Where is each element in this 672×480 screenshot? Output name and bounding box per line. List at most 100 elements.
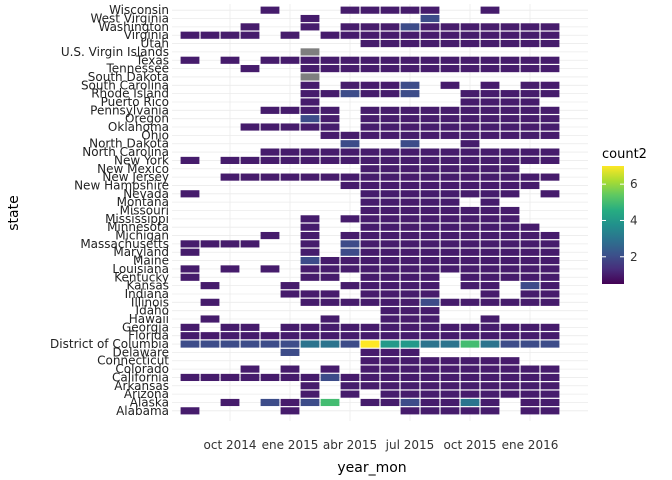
heatmap-cell (320, 90, 340, 98)
heatmap-cell (420, 231, 440, 240)
heatmap-cell (480, 90, 500, 98)
heatmap-cell (540, 81, 560, 89)
heatmap-cell (400, 131, 420, 139)
heatmap-cell (280, 340, 300, 348)
heatmap-cell (320, 265, 340, 273)
heatmap-cell (220, 398, 240, 407)
heatmap-cell (400, 257, 420, 265)
heatmap-cell (380, 365, 400, 373)
heatmap-cell (400, 206, 420, 215)
y-tick-label: Minnesota (107, 220, 169, 234)
heatmap-cell (540, 265, 560, 273)
heatmap-cell (360, 382, 380, 390)
heatmap-cell (440, 39, 460, 48)
heatmap-cell (300, 48, 320, 56)
y-axis-title: state (6, 195, 22, 230)
heatmap-cell (400, 298, 420, 306)
heatmap-cell (360, 31, 380, 39)
heatmap-cell (380, 315, 400, 323)
heatmap-cell (400, 240, 420, 248)
heatmap-cell (480, 65, 500, 73)
heatmap-cell (440, 173, 460, 181)
heatmap-cell (380, 290, 400, 298)
heatmap-cell (240, 365, 260, 373)
heatmap-cell (380, 298, 400, 306)
heatmap-cell (420, 248, 440, 256)
heatmap-cell (340, 298, 360, 306)
heatmap-cell (420, 223, 440, 231)
heatmap-cell (380, 332, 400, 340)
heatmap-cell (380, 131, 400, 139)
heatmap-cell (460, 398, 480, 407)
y-tick-label: Kentucky (114, 270, 169, 284)
heatmap-cell (240, 156, 260, 164)
heatmap-cell (240, 240, 260, 248)
heatmap-cell (380, 81, 400, 89)
heatmap-cell (300, 115, 320, 123)
heatmap-cell (380, 248, 400, 256)
heatmap-cell (500, 231, 520, 240)
heatmap-cell (400, 265, 420, 273)
heatmap-cell (540, 373, 560, 382)
y-tick-label: Alabama (116, 404, 169, 418)
heatmap-cell (540, 106, 560, 114)
heatmap-cell (240, 23, 260, 31)
heatmap-cell (260, 265, 280, 273)
heatmap-cell (180, 340, 200, 348)
heatmap-cell (400, 357, 420, 365)
heatmap-cell (280, 332, 300, 340)
heatmap-cell (280, 290, 300, 298)
heatmap-cell (320, 373, 340, 382)
heatmap-cell (220, 173, 240, 181)
heatmap-cell (440, 115, 460, 123)
heatmap-cell (520, 332, 540, 340)
heatmap-cell (520, 39, 540, 48)
heatmap-cell (300, 14, 320, 23)
heatmap-cell (360, 298, 380, 306)
heatmap-cell (380, 173, 400, 181)
heatmap-cell (460, 165, 480, 173)
heatmap-cell (420, 156, 440, 164)
heatmap-cell (460, 231, 480, 240)
heatmap-cell (520, 382, 540, 390)
heatmap-cell (380, 390, 400, 398)
heatmap-cell (380, 348, 400, 356)
heatmap-cell (260, 332, 280, 340)
heatmap-cell (500, 165, 520, 173)
heatmap-cell (280, 348, 300, 356)
heatmap-cell (360, 240, 380, 248)
heatmap-cell (480, 156, 500, 164)
y-tick-label: Indiana (125, 287, 169, 301)
heatmap-cell (440, 65, 460, 73)
heatmap-cell (400, 382, 420, 390)
heatmap-cell (180, 31, 200, 39)
heatmap-cell (180, 265, 200, 273)
y-tick-label: Alaska (130, 395, 169, 409)
heatmap-cell (260, 340, 280, 348)
heatmap-cell (420, 390, 440, 398)
heatmap-cell (380, 6, 400, 14)
heatmap-cell (380, 323, 400, 331)
heatmap-cell (360, 173, 380, 181)
heatmap-cell (520, 248, 540, 256)
heatmap-cell (540, 131, 560, 139)
heatmap-cell (220, 240, 240, 248)
heatmap-cell (520, 257, 540, 265)
heatmap-cell (360, 81, 380, 89)
heatmap-cell (440, 265, 460, 273)
y-tick-label: Rhode Island (91, 87, 169, 101)
heatmap-cell (440, 390, 460, 398)
y-tick-label: Louisiana (112, 262, 169, 276)
heatmap-cell (500, 365, 520, 373)
heatmap-cell (540, 382, 560, 390)
heatmap-cell (360, 373, 380, 382)
heatmap-cell (400, 6, 420, 14)
heatmap-cell (360, 273, 380, 281)
heatmap-cell (500, 115, 520, 123)
heatmap-cell (300, 98, 320, 106)
heatmap-cell (380, 223, 400, 231)
heatmap-cell (340, 390, 360, 398)
heatmap-cell (480, 223, 500, 231)
heatmap-cell (300, 240, 320, 248)
heatmap-cell (180, 373, 200, 382)
